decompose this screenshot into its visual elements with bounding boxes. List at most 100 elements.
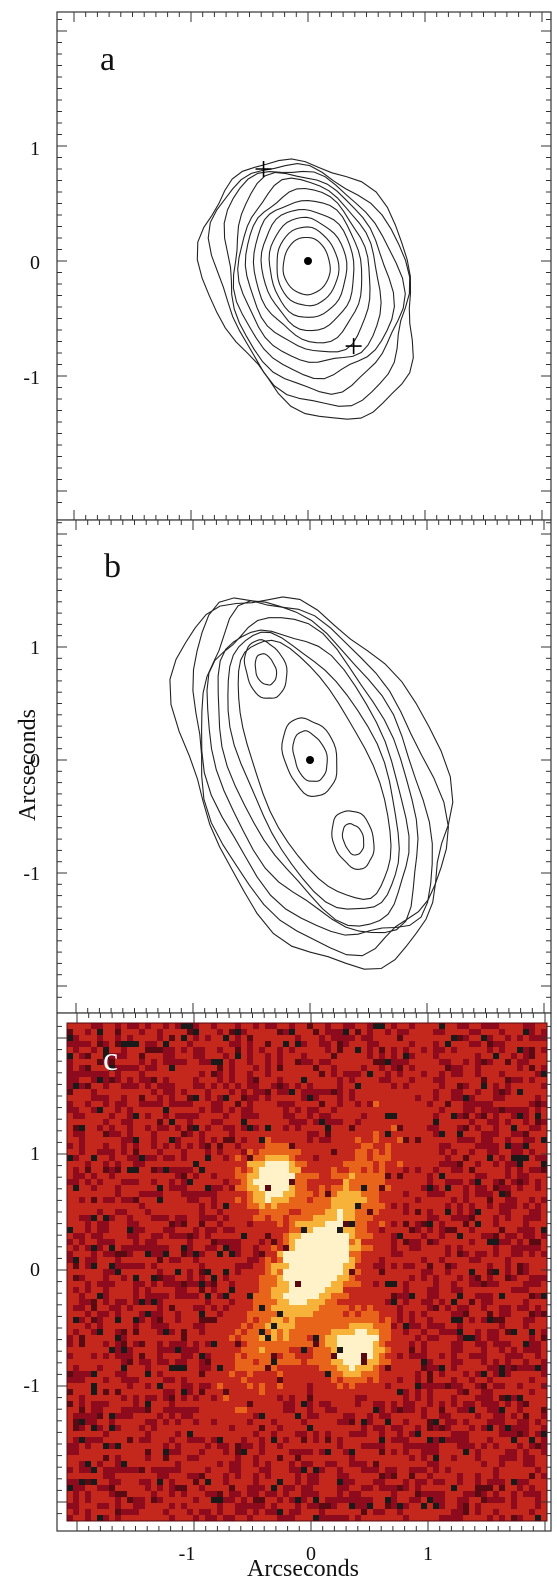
image-pixel [145, 1203, 151, 1209]
image-pixel [313, 1305, 319, 1311]
image-pixel [193, 1041, 199, 1047]
image-pixel [133, 1317, 139, 1323]
image-pixel [121, 1269, 127, 1275]
image-pixel [211, 1341, 217, 1347]
image-pixel [109, 1161, 115, 1167]
image-pixel [193, 1107, 199, 1113]
image-pixel [133, 1185, 139, 1191]
image-pixel [193, 1167, 199, 1173]
image-pixel [157, 1113, 163, 1119]
image-pixel [331, 1269, 337, 1275]
image-pixel [469, 1215, 475, 1221]
image-pixel [289, 1065, 295, 1071]
image-pixel [481, 1191, 487, 1197]
image-pixel [163, 1281, 169, 1287]
image-pixel [271, 1155, 277, 1161]
image-pixel [145, 1101, 151, 1107]
image-pixel [403, 1095, 409, 1101]
image-pixel [475, 1245, 481, 1251]
image-pixel [271, 1311, 277, 1317]
image-pixel [139, 1053, 145, 1059]
image-pixel [379, 1137, 385, 1143]
image-pixel [79, 1257, 85, 1263]
image-pixel [115, 1353, 121, 1359]
image-pixel [169, 1281, 175, 1287]
image-pixel [157, 1143, 163, 1149]
image-pixel [457, 1257, 463, 1263]
image-pixel [427, 1203, 433, 1209]
image-pixel [175, 1185, 181, 1191]
image-pixel [265, 1137, 271, 1143]
image-pixel [283, 1191, 289, 1197]
image-pixel [331, 1203, 337, 1209]
image-pixel [85, 1287, 91, 1293]
image-pixel [343, 1161, 349, 1167]
image-pixel [103, 1353, 109, 1359]
image-pixel [109, 1269, 115, 1275]
image-pixel [301, 1047, 307, 1053]
image-pixel [523, 1143, 529, 1149]
image-pixel [205, 1281, 211, 1287]
image-pixel [301, 1227, 307, 1233]
image-pixel [79, 1065, 85, 1071]
image-pixel [253, 1107, 259, 1113]
image-pixel [343, 1119, 349, 1125]
image-pixel [439, 1113, 445, 1119]
image-pixel [301, 1221, 307, 1227]
image-pixel [331, 1227, 337, 1233]
image-pixel [535, 1143, 541, 1149]
image-pixel [133, 1353, 139, 1359]
image-pixel [421, 1149, 427, 1155]
image-pixel [427, 1095, 433, 1101]
image-pixel [511, 1275, 517, 1281]
image-pixel [265, 1347, 271, 1353]
image-pixel [421, 1035, 427, 1041]
image-pixel [505, 1245, 511, 1251]
image-pixel [397, 1359, 403, 1365]
image-pixel [457, 1341, 463, 1347]
image-pixel [409, 1173, 415, 1179]
image-pixel [265, 1119, 271, 1125]
image-pixel [325, 1131, 331, 1137]
image-pixel [325, 1293, 331, 1299]
image-pixel [439, 1125, 445, 1131]
image-pixel [223, 1233, 229, 1239]
image-pixel [193, 1323, 199, 1329]
image-pixel [505, 1137, 511, 1143]
image-pixel [103, 1095, 109, 1101]
image-pixel [325, 1299, 331, 1305]
image-pixel [259, 1245, 265, 1251]
image-pixel [109, 1221, 115, 1227]
image-pixel [91, 1215, 97, 1221]
image-pixel [541, 1179, 547, 1185]
image-pixel [271, 1041, 277, 1047]
image-pixel [283, 1059, 289, 1065]
image-pixel [325, 1101, 331, 1107]
image-pixel [319, 1245, 325, 1251]
image-pixel [331, 1239, 337, 1245]
image-pixel [403, 1059, 409, 1065]
image-pixel [505, 1287, 511, 1293]
image-pixel [127, 1227, 133, 1233]
image-pixel [283, 1173, 289, 1179]
image-pixel [139, 1257, 145, 1263]
image-pixel [79, 1353, 85, 1359]
image-pixel [109, 1293, 115, 1299]
image-pixel [199, 1167, 205, 1173]
image-pixel [91, 1107, 97, 1113]
image-pixel [205, 1221, 211, 1227]
image-pixel [499, 1347, 505, 1353]
image-pixel [139, 1227, 145, 1233]
image-pixel [289, 1311, 295, 1317]
image-pixel [529, 1227, 535, 1233]
image-pixel [151, 1329, 157, 1335]
image-pixel [169, 1221, 175, 1227]
image-pixel [145, 1029, 151, 1035]
image-pixel [337, 1293, 343, 1299]
image-pixel [493, 1185, 499, 1191]
image-pixel [169, 1137, 175, 1143]
image-pixel [97, 1035, 103, 1041]
image-pixel [109, 1179, 115, 1185]
image-pixel [283, 1299, 289, 1305]
image-pixel [127, 1143, 133, 1149]
